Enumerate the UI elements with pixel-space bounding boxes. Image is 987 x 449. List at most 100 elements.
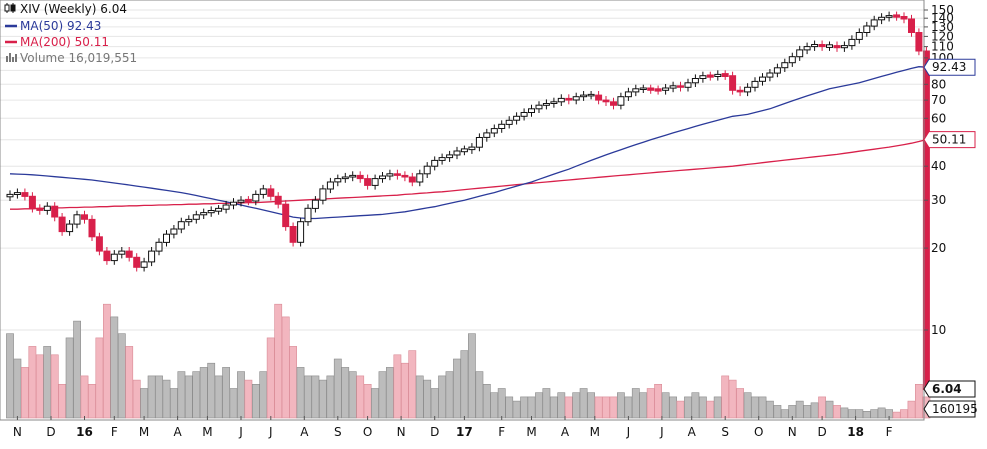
candle-54 — [408, 172, 416, 187]
candle-body-102 — [766, 72, 774, 78]
volume-bar-15 — [117, 333, 126, 419]
x-tick-label-9: A — [300, 425, 309, 439]
y-tick-label-8: 70 — [931, 93, 946, 107]
candle-44 — [334, 174, 342, 187]
volume-bar-0 — [6, 333, 14, 419]
candle-body-26 — [200, 212, 208, 216]
x-tick-label-10: S — [334, 425, 342, 439]
candle-107 — [803, 42, 811, 55]
candle-body-32 — [244, 198, 252, 203]
volume-bar-64 — [482, 383, 491, 419]
candle-body-6 — [51, 205, 59, 218]
candle-body-112 — [840, 45, 848, 49]
candle-body-45 — [341, 176, 349, 180]
candle-56 — [423, 162, 431, 178]
candle-body-68 — [513, 115, 521, 121]
candle-body-35 — [267, 188, 275, 197]
x-tick-label-13: D — [430, 425, 439, 439]
candle-111 — [833, 41, 841, 52]
candle-body-10 — [81, 214, 88, 220]
candle-105 — [788, 52, 796, 67]
volume-bar-26 — [199, 367, 208, 419]
candle-body-69 — [520, 112, 528, 117]
volume-bar-47 — [356, 375, 365, 419]
candle-25 — [192, 210, 200, 224]
volume-bar-90 — [676, 400, 685, 419]
value-tag-text-1: 50.11 — [932, 133, 966, 147]
candle-116 — [870, 15, 878, 31]
candle-6 — [51, 202, 59, 222]
volume-bar-112 — [840, 407, 849, 419]
candle-body-93 — [699, 75, 707, 79]
candle-112 — [840, 41, 848, 52]
candle-body-92 — [691, 78, 699, 84]
candle-body-85 — [639, 87, 647, 90]
candle-body-78 — [587, 93, 595, 97]
candle-58 — [438, 153, 446, 165]
candle-36 — [274, 192, 282, 209]
volume-bar-20 — [155, 375, 163, 419]
candle-body-5 — [43, 205, 51, 211]
x-tick-label-16: M — [526, 425, 536, 439]
candle-body-4 — [36, 207, 44, 211]
candle-body-87 — [654, 88, 662, 92]
volume-bar-89 — [669, 396, 677, 419]
value-tag-box-3 — [923, 400, 976, 418]
value-tag-box-0 — [923, 58, 976, 76]
candle-body-103 — [773, 67, 781, 74]
candle-30 — [230, 198, 237, 210]
candle-8 — [66, 220, 74, 236]
volume-bar-73 — [549, 396, 558, 419]
candle-body-98 — [736, 89, 744, 93]
volume-bar-68 — [512, 400, 521, 419]
candle-31 — [237, 196, 245, 207]
candle-body-27 — [207, 210, 215, 214]
price-candles — [6, 11, 930, 394]
candle-body-76 — [572, 96, 580, 101]
x-tick-label-5: A — [173, 425, 182, 439]
ma200-polyline — [10, 138, 927, 210]
volume-bar-18 — [140, 388, 148, 419]
candle-100 — [751, 77, 759, 92]
candle-body-2 — [21, 192, 29, 197]
volume-bar-27 — [207, 362, 216, 419]
volume-bar-43 — [326, 375, 335, 419]
volume-bar-87 — [654, 383, 662, 419]
candle-0 — [6, 190, 14, 201]
candle-50 — [379, 172, 386, 183]
candle-body-8 — [66, 223, 74, 233]
x-tick-label-26: 18 — [847, 425, 864, 439]
candle-body-50 — [379, 175, 386, 180]
legend-swatch-body-a — [4, 4, 10, 12]
candle-body-67 — [505, 119, 513, 125]
volume-bar-97 — [728, 379, 737, 419]
candle-84 — [632, 84, 640, 97]
candle-33 — [252, 190, 260, 206]
value-tag-3: 160195 — [923, 400, 978, 418]
candle-110 — [826, 41, 833, 51]
x-tick-label-24: N — [788, 425, 797, 439]
candle-body-82 — [617, 96, 625, 106]
candle-body-113 — [848, 38, 856, 47]
candle-63 — [475, 133, 483, 152]
legend-swatch-body-b — [10, 4, 16, 12]
candle-body-73 — [550, 101, 558, 105]
volume-bar-100 — [751, 396, 759, 419]
candle-body-37 — [282, 203, 290, 228]
candle-body-88 — [662, 87, 670, 91]
volume-bar-83 — [624, 396, 633, 419]
candle-body-119 — [893, 14, 901, 18]
candle-87 — [654, 85, 662, 95]
candle-body-46 — [349, 174, 357, 178]
candle-body-64 — [483, 132, 491, 138]
volume-bars — [6, 303, 931, 419]
candle-55 — [416, 169, 424, 187]
candle-96 — [721, 70, 729, 80]
legend-swatch-bar-3 — [15, 54, 17, 62]
volume-bar-31 — [237, 371, 245, 419]
x-tick-label-4: M — [139, 425, 149, 439]
volume-bar-109 — [818, 396, 826, 419]
candle-104 — [781, 58, 789, 72]
candle-81 — [610, 97, 617, 110]
